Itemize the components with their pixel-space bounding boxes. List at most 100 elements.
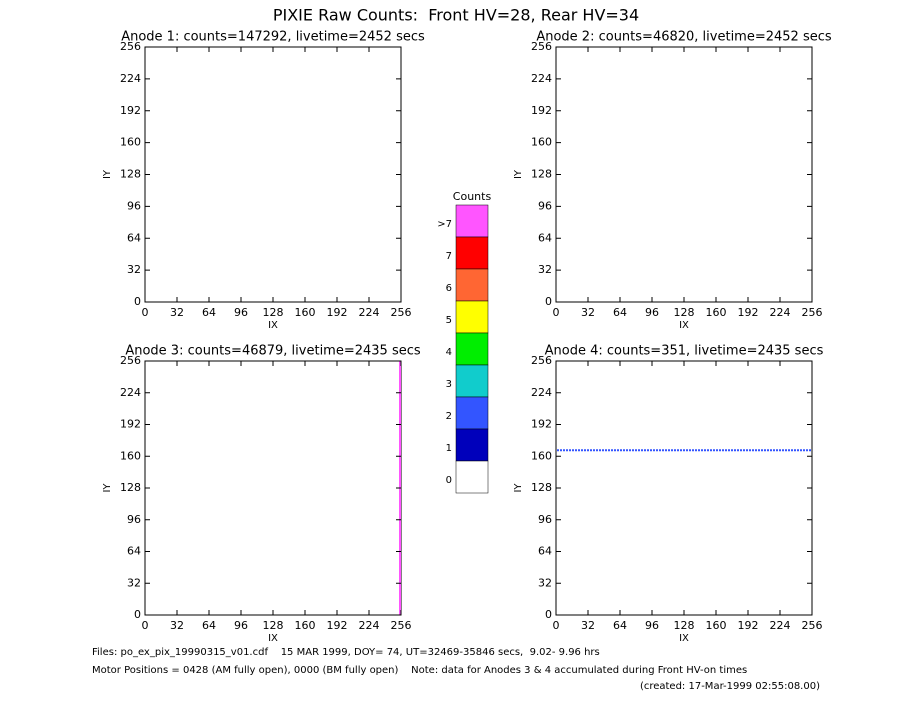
y-tick-label: 0 xyxy=(134,295,141,308)
x-tick-label: 224 xyxy=(770,306,791,319)
x-tick-label: 0 xyxy=(142,306,149,319)
x-tick-label: 32 xyxy=(581,306,595,319)
x-tick-label: 192 xyxy=(738,619,759,632)
y-tick-label: 0 xyxy=(134,608,141,621)
x-tick-label: 64 xyxy=(202,306,216,319)
colorbar-swatch xyxy=(455,364,489,398)
x-tick-label: 256 xyxy=(391,619,412,632)
y-tick-label: 224 xyxy=(531,386,552,399)
colorbar-title: Counts xyxy=(453,190,492,203)
colorbar-swatch xyxy=(455,300,489,334)
y-tick-label: 32 xyxy=(127,263,141,276)
y-tick-label: 256 xyxy=(531,354,552,367)
x-tick-label: 0 xyxy=(553,619,560,632)
footer-motor: Motor Positions = 0428 (AM fully open), … xyxy=(92,665,747,676)
panel-title: Anode 4: counts=351, livetime=2435 secs xyxy=(545,344,824,359)
y-axis-label: IY xyxy=(102,483,113,493)
footer-created: (created: 17-Mar-1999 02:55:08.00) xyxy=(640,681,820,692)
colorbar-label: 0 xyxy=(446,475,452,486)
x-tick-label: 256 xyxy=(802,306,823,319)
x-tick-label: 64 xyxy=(613,306,627,319)
colorbar-swatch xyxy=(455,332,489,366)
footer-files: Files: po_ex_pix_19990315_v01.cdf 15 MAR… xyxy=(92,647,600,658)
x-tick-label: 128 xyxy=(263,306,284,319)
x-tick-label: 0 xyxy=(142,619,149,632)
panel-title: Anode 2: counts=46820, livetime=2452 sec… xyxy=(536,30,832,45)
x-tick-label: 192 xyxy=(738,306,759,319)
plot-frame xyxy=(555,360,813,616)
colorbar-label: 2 xyxy=(446,411,452,422)
x-tick-label: 192 xyxy=(327,619,348,632)
y-tick-label: 224 xyxy=(120,72,141,85)
colorbar-label: 1 xyxy=(446,443,452,454)
main-title: PIXIE Raw Counts: Front HV=28, Rear HV=3… xyxy=(273,6,639,25)
y-tick-label: 32 xyxy=(127,576,141,589)
y-tick-label: 256 xyxy=(120,40,141,53)
colorbar-label: 3 xyxy=(446,379,452,390)
y-tick-label: 192 xyxy=(120,104,141,117)
x-tick-label: 128 xyxy=(674,619,695,632)
y-tick-label: 64 xyxy=(127,231,141,244)
y-tick-label: 64 xyxy=(538,545,552,558)
plot-frame xyxy=(144,46,402,303)
y-tick-label: 224 xyxy=(120,386,141,399)
x-axis-label: IX xyxy=(268,320,278,331)
colorbar-swatch xyxy=(455,396,489,430)
plot-frame xyxy=(555,46,813,303)
y-tick-label: 160 xyxy=(531,449,552,462)
y-tick-label: 128 xyxy=(531,168,552,181)
colorbar-swatch xyxy=(455,428,489,462)
y-tick-label: 256 xyxy=(531,40,552,53)
x-tick-label: 160 xyxy=(295,619,316,632)
x-tick-label: 256 xyxy=(802,619,823,632)
y-tick-label: 160 xyxy=(120,136,141,149)
x-axis-label: IX xyxy=(268,633,278,644)
y-tick-label: 64 xyxy=(538,231,552,244)
y-tick-label: 192 xyxy=(531,104,552,117)
x-tick-label: 160 xyxy=(706,306,727,319)
colorbar-label: 6 xyxy=(446,283,452,294)
colorbar-label: 5 xyxy=(446,315,452,326)
x-axis-label: IX xyxy=(679,633,689,644)
colorbar-swatch xyxy=(455,236,489,270)
y-tick-label: 32 xyxy=(538,263,552,276)
x-tick-label: 256 xyxy=(391,306,412,319)
y-tick-label: 0 xyxy=(545,295,552,308)
x-tick-label: 160 xyxy=(706,619,727,632)
colorbar-swatch xyxy=(455,460,489,494)
y-tick-label: 160 xyxy=(531,136,552,149)
y-axis-label: IY xyxy=(513,483,524,493)
x-tick-label: 96 xyxy=(645,306,659,319)
y-tick-label: 96 xyxy=(127,513,141,526)
y-tick-label: 96 xyxy=(538,199,552,212)
y-tick-label: 64 xyxy=(127,545,141,558)
x-tick-label: 224 xyxy=(359,619,380,632)
y-tick-label: 128 xyxy=(531,481,552,494)
x-axis-label: IX xyxy=(679,320,689,331)
colorbar-label: >7 xyxy=(437,219,452,230)
x-tick-label: 160 xyxy=(295,306,316,319)
y-tick-label: 192 xyxy=(120,418,141,431)
x-tick-label: 0 xyxy=(553,306,560,319)
x-tick-label: 32 xyxy=(170,306,184,319)
x-tick-label: 96 xyxy=(234,619,248,632)
y-tick-label: 224 xyxy=(531,72,552,85)
y-tick-label: 160 xyxy=(120,449,141,462)
x-tick-label: 224 xyxy=(770,619,791,632)
y-tick-label: 256 xyxy=(120,354,141,367)
colorbar-label: 4 xyxy=(446,347,452,358)
x-tick-label: 192 xyxy=(327,306,348,319)
x-tick-label: 64 xyxy=(202,619,216,632)
x-tick-label: 96 xyxy=(234,306,248,319)
y-tick-label: 128 xyxy=(120,168,141,181)
colorbar-label: 7 xyxy=(446,251,452,262)
y-tick-label: 128 xyxy=(120,481,141,494)
colorbar-swatch xyxy=(455,268,489,302)
x-tick-label: 32 xyxy=(581,619,595,632)
y-axis-label: IY xyxy=(102,169,113,179)
panel-title: Anode 1: counts=147292, livetime=2452 se… xyxy=(121,30,425,45)
colorbar-swatch xyxy=(455,204,489,238)
y-tick-label: 32 xyxy=(538,576,552,589)
y-tick-label: 96 xyxy=(538,513,552,526)
